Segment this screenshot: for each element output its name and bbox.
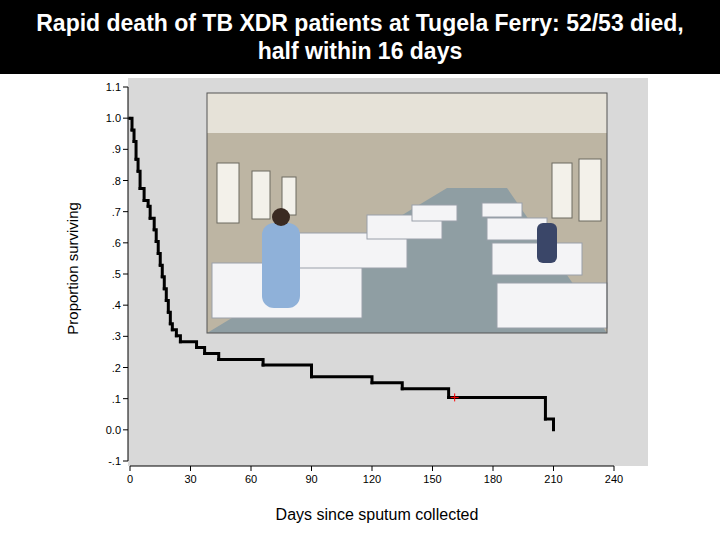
survival-step xyxy=(156,242,158,254)
y-tick-label: .9 xyxy=(112,143,121,155)
y-tick xyxy=(123,336,128,337)
y-axis-title: Proportion surviving xyxy=(64,202,81,335)
survival-step xyxy=(160,265,162,277)
y-tick-label: .2 xyxy=(112,362,121,374)
photo-bed xyxy=(412,205,457,221)
x-tick xyxy=(432,466,433,471)
survival-step xyxy=(162,277,164,289)
y-tick-label: 0.0 xyxy=(106,424,121,436)
y-tick xyxy=(123,429,128,430)
y-tick-label: .3 xyxy=(112,330,121,342)
y-tick xyxy=(123,461,128,462)
photo-window xyxy=(217,163,239,223)
survival-step xyxy=(449,397,546,419)
photo-person xyxy=(537,223,557,263)
survival-step xyxy=(545,419,553,430)
y-tick xyxy=(123,211,128,212)
x-tick-label: 60 xyxy=(245,473,257,485)
survival-step xyxy=(150,218,154,230)
survival-step xyxy=(132,130,134,142)
x-tick xyxy=(493,466,494,471)
x-tick xyxy=(553,466,554,471)
y-tick-label: .1 xyxy=(112,393,121,405)
survival-step xyxy=(219,359,263,365)
photo-bed xyxy=(497,283,607,328)
x-tick xyxy=(190,466,191,471)
x-tick-label: 90 xyxy=(305,473,317,485)
y-tick-label: .8 xyxy=(112,175,121,187)
photo-frame xyxy=(207,93,607,333)
photo-window xyxy=(252,171,270,219)
photo-bed xyxy=(482,203,522,217)
survival-step xyxy=(180,342,196,348)
photo-wall xyxy=(207,93,607,333)
y-tick-label: .4 xyxy=(112,299,121,311)
photo-person-head xyxy=(272,208,290,226)
x-tick-label: 150 xyxy=(423,473,441,485)
marks xyxy=(129,117,554,430)
y-tick-label: 1.0 xyxy=(106,112,121,124)
x-tick xyxy=(130,466,131,471)
survival-step xyxy=(263,365,311,377)
x-tick-label: 120 xyxy=(363,473,381,485)
censor-mark xyxy=(451,393,459,401)
survival-step xyxy=(205,353,219,359)
x-tick-label: 240 xyxy=(605,473,623,485)
survival-step xyxy=(136,159,138,171)
survival-step xyxy=(168,312,170,324)
y-tick-label: .6 xyxy=(112,237,121,249)
y-tick xyxy=(123,367,128,368)
y-tick xyxy=(123,87,128,88)
photo-person xyxy=(262,223,300,308)
ward-photo xyxy=(207,93,607,333)
survival-step xyxy=(372,383,402,389)
photo-window xyxy=(552,163,572,218)
x-tick-label: 0 xyxy=(127,473,133,485)
survival-step xyxy=(312,377,373,383)
y-tick-label: .5 xyxy=(112,268,121,280)
y-tick-label: -.1 xyxy=(108,455,121,467)
plot-background xyxy=(128,78,648,466)
y-tick xyxy=(123,118,128,119)
title-line: Rapid death of TB XDR patients at Tugela… xyxy=(36,10,684,36)
y-tick xyxy=(123,180,128,181)
title: Rapid death of TB XDR patients at Tugela… xyxy=(36,10,684,64)
photo-ceiling xyxy=(207,93,607,133)
survival-step xyxy=(154,230,156,242)
y-tick-label: .7 xyxy=(112,206,121,218)
y-tick xyxy=(123,398,128,399)
photo-window xyxy=(579,159,601,221)
survival-step xyxy=(134,142,136,160)
y-tick-label: 1.1 xyxy=(106,81,121,93)
x-axis-title: Days since sputum collected xyxy=(276,506,479,523)
survival-step xyxy=(164,289,166,301)
survival-step xyxy=(402,389,448,398)
y-tick xyxy=(123,274,128,275)
x-tick-label: 210 xyxy=(544,473,562,485)
title-line: half within 16 days xyxy=(258,38,463,64)
x-tick xyxy=(614,466,615,471)
x-tick xyxy=(251,466,252,471)
y-tick xyxy=(123,305,128,306)
survival-step xyxy=(140,189,144,201)
survival-step xyxy=(166,300,168,312)
x-tick-label: 180 xyxy=(484,473,502,485)
y-tick xyxy=(123,242,128,243)
x-tick-label: 30 xyxy=(184,473,196,485)
chart: Rapid death of TB XDR patients at Tugela… xyxy=(0,0,720,540)
x-tick xyxy=(372,466,373,471)
x-tick xyxy=(311,466,312,471)
survival-step xyxy=(130,118,132,130)
survival-step xyxy=(158,253,160,265)
survival-step xyxy=(138,171,140,188)
y-tick xyxy=(123,149,128,150)
title-band xyxy=(0,0,720,74)
survival-step xyxy=(148,206,150,218)
